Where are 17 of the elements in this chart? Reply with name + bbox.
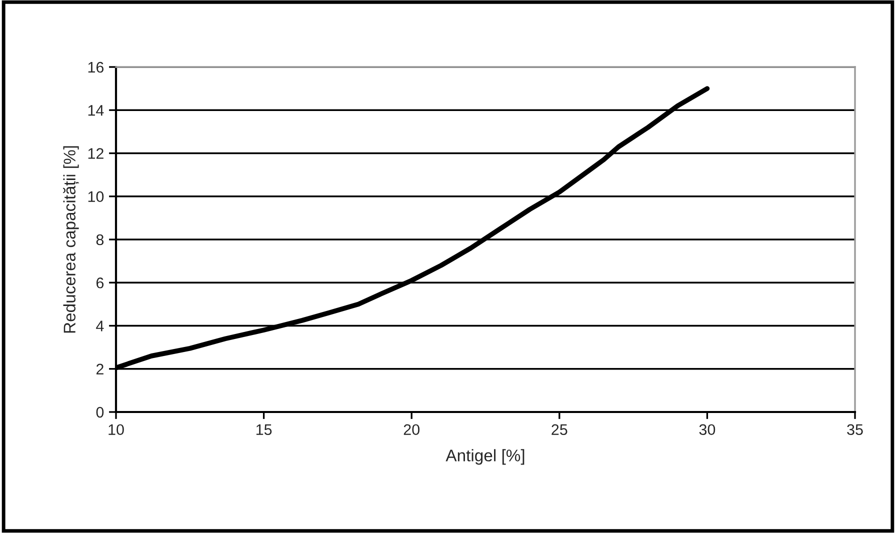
y-tick-label: 14 bbox=[88, 105, 104, 116]
y-tick-label: 4 bbox=[96, 320, 104, 332]
x-tick-label: 20 bbox=[404, 424, 420, 436]
x-tick-label: 30 bbox=[699, 424, 716, 436]
x-axis-title: Antigel [%] bbox=[446, 449, 524, 465]
y-tick-label: 10 bbox=[88, 191, 104, 202]
y-tick-label: 2 bbox=[96, 364, 104, 374]
y-tick-label: 16 bbox=[88, 62, 104, 73]
x-tick-label: 15 bbox=[256, 424, 272, 436]
y-axis-title: Reducerea capacității [%] bbox=[63, 146, 79, 333]
x-tick-label: 35 bbox=[847, 424, 863, 436]
x-tick-label: 10 bbox=[108, 424, 124, 436]
x-tick-label: 25 bbox=[552, 424, 568, 436]
y-tick-label: 0 bbox=[96, 406, 104, 418]
y-tick-label: 8 bbox=[96, 234, 104, 246]
y-tick-label: 6 bbox=[96, 277, 104, 288]
y-tick-label: 12 bbox=[88, 148, 104, 159]
